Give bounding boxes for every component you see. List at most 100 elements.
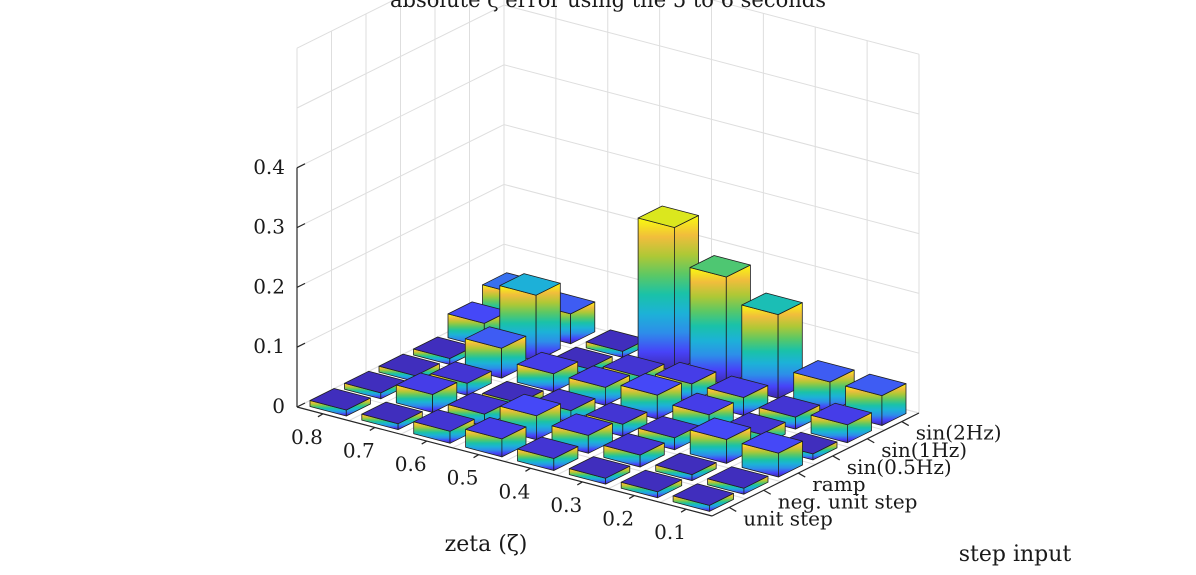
bar bbox=[810, 402, 872, 444]
bar bbox=[672, 483, 734, 512]
y-tick-label: 0.2 bbox=[602, 507, 634, 531]
x-tick-mark bbox=[832, 455, 841, 461]
bar-top-face bbox=[568, 456, 631, 479]
y-tick-label: 0.1 bbox=[654, 520, 686, 544]
bar-top-face bbox=[706, 375, 769, 398]
x-tick-label: ramp bbox=[812, 472, 865, 496]
bar-top-face bbox=[568, 365, 630, 388]
z-tick-mark bbox=[296, 282, 306, 288]
bar-top-face bbox=[413, 409, 475, 432]
x-tick-mark bbox=[763, 489, 772, 495]
bar bbox=[758, 395, 821, 430]
y-axis-label: zeta (ζ) bbox=[445, 532, 528, 557]
bar-top-face bbox=[603, 433, 665, 456]
y-tick-mark bbox=[369, 426, 376, 431]
bar bbox=[741, 431, 803, 478]
z-tick-mark bbox=[296, 342, 306, 348]
bar-top-face bbox=[672, 392, 734, 416]
x-tick-label: sin(2Hz) bbox=[916, 421, 1002, 445]
bar-top-face bbox=[378, 353, 440, 377]
bar-top-face bbox=[395, 372, 458, 395]
y-tick-mark bbox=[577, 481, 583, 486]
bar-top-face bbox=[430, 361, 492, 384]
y-tick-label: 0.3 bbox=[550, 493, 582, 517]
y-tick-mark bbox=[680, 508, 687, 513]
chart-title: absolute ζ error using the 5 to 6 second… bbox=[390, 0, 826, 12]
bar bbox=[361, 401, 423, 431]
bar bbox=[603, 433, 665, 468]
bar bbox=[516, 351, 579, 393]
z-tick-mark bbox=[296, 223, 306, 229]
z-tick-label: 0 bbox=[272, 394, 285, 418]
bar bbox=[689, 417, 752, 464]
bar-top-face bbox=[810, 402, 872, 426]
bar-top-face bbox=[689, 255, 751, 278]
z-tick-label: 0.4 bbox=[253, 155, 285, 179]
bar-front-face bbox=[637, 217, 675, 372]
x-tick-mark bbox=[797, 472, 806, 478]
y-tick-label: 0.8 bbox=[291, 425, 323, 449]
z-tick-mark bbox=[296, 402, 306, 408]
bar bbox=[637, 205, 699, 372]
bar-top-face bbox=[637, 205, 699, 228]
bar-top-face bbox=[741, 292, 803, 316]
bar bbox=[707, 466, 769, 495]
bar-top-face bbox=[672, 483, 734, 506]
bar bbox=[309, 388, 371, 417]
bar bbox=[655, 452, 717, 482]
bar-top-face bbox=[655, 452, 717, 476]
y-tick-mark bbox=[525, 467, 531, 472]
bar-top-face bbox=[758, 395, 821, 418]
labels-layer: 0 0.1 0.2 0.3 0.4 0.8 0.7 0.6 0.5 0.4 0.3 0.2 0.1 uni… bbox=[253, 155, 1001, 544]
bar-top-face bbox=[516, 351, 579, 375]
y-tick-mark bbox=[317, 413, 324, 418]
bar bbox=[568, 365, 630, 406]
bar-side-face bbox=[535, 282, 561, 362]
y-tick-label: 0.5 bbox=[447, 466, 479, 490]
bar-top-face bbox=[551, 413, 613, 436]
bar-top-face bbox=[517, 436, 579, 459]
bar-top-face bbox=[586, 402, 648, 425]
bar-top-face bbox=[793, 360, 855, 383]
bar-top-face bbox=[845, 373, 907, 397]
x-tick-mark bbox=[728, 506, 737, 512]
z-tick-label: 0.2 bbox=[253, 274, 285, 298]
bar bbox=[395, 372, 458, 413]
bar-top-face bbox=[499, 393, 561, 417]
bar-top-face bbox=[620, 469, 683, 493]
bar-top-face bbox=[707, 466, 769, 489]
bar bbox=[465, 416, 527, 458]
bars-layer bbox=[309, 205, 907, 512]
y-tick-label: 0.6 bbox=[395, 452, 427, 476]
bar bbox=[741, 292, 803, 399]
bar-top-face bbox=[620, 373, 682, 396]
bar-top-face bbox=[499, 273, 561, 296]
y-tick-mark bbox=[473, 454, 479, 459]
x-axis-label: step input bbox=[959, 542, 1072, 567]
y-axis-line bbox=[296, 406, 713, 517]
x-axis-line bbox=[711, 412, 920, 517]
x-tick-mark bbox=[866, 438, 875, 444]
bar-top-face bbox=[465, 416, 527, 440]
bar bbox=[620, 469, 683, 499]
bar-top-face bbox=[309, 388, 371, 411]
x-tick-label: neg. unit step bbox=[778, 489, 918, 513]
bar bbox=[413, 409, 475, 444]
x-tick-label: sin(1Hz) bbox=[881, 438, 967, 462]
bar-top-face bbox=[464, 326, 527, 349]
y-tick-label: 0.7 bbox=[343, 438, 375, 462]
y-tick-label: 0.4 bbox=[499, 479, 531, 503]
y-tick-mark bbox=[421, 440, 427, 445]
bar-top-face bbox=[689, 417, 752, 440]
z-tick-label: 0.1 bbox=[253, 334, 285, 358]
bar bbox=[517, 436, 579, 471]
bar-top-face bbox=[741, 431, 803, 454]
z-tick-label: 0.3 bbox=[253, 215, 285, 239]
y-tick-mark bbox=[628, 495, 635, 500]
x-tick-label: sin(0.5Hz) bbox=[847, 455, 952, 479]
x-tick-mark bbox=[901, 421, 910, 427]
bar-top-face bbox=[603, 354, 665, 377]
bar-top-face bbox=[361, 401, 423, 425]
